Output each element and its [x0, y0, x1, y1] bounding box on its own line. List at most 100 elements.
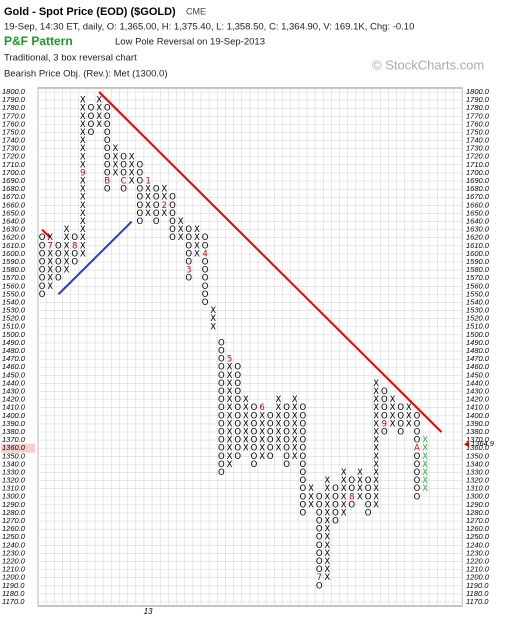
box: X: [308, 492, 314, 502]
box: O: [397, 428, 404, 438]
box: O: [202, 233, 209, 243]
box: O: [316, 549, 323, 559]
box: X: [80, 160, 86, 170]
box: O: [234, 419, 241, 429]
box: O: [120, 160, 127, 170]
y-tick-label-right: 1630.0: [466, 225, 490, 234]
box: O: [55, 266, 62, 276]
box: O: [332, 500, 339, 510]
y-tick-label-right: 1360.0: [466, 443, 490, 452]
box: O: [234, 363, 241, 373]
box: O: [414, 428, 421, 438]
y-tick-label: 1780.0: [2, 103, 26, 112]
box: O: [381, 395, 388, 405]
y-tick-label-right: 1790.0: [466, 95, 490, 104]
box: O: [414, 411, 421, 421]
box: O: [300, 508, 307, 518]
highlight-tick-bg: [1, 443, 35, 453]
y-tick-label-right: 1680.0: [466, 184, 490, 193]
y-tick-label: 1450.0: [2, 370, 26, 379]
y-tick-label: 1730.0: [2, 144, 26, 153]
box: X: [64, 225, 70, 235]
box: O: [153, 185, 160, 195]
box: X: [129, 177, 135, 187]
box: O: [39, 290, 46, 300]
box: O: [202, 290, 209, 300]
y-tick-label: 1510.0: [2, 322, 26, 331]
box: O: [88, 104, 95, 114]
y-tick-label: 1530.0: [2, 306, 26, 315]
y-tick-label: 1700.0: [2, 168, 26, 177]
box: O: [218, 452, 225, 462]
box: O: [283, 419, 290, 429]
y-tick-label: 1630.0: [2, 225, 26, 234]
box: X: [341, 508, 347, 518]
last-price-label: 1364.9: [471, 439, 495, 448]
box: O: [234, 452, 241, 462]
y-tick-label-right: 1220.0: [466, 557, 490, 566]
y-tick-label: 1190.0: [2, 581, 25, 590]
box: O: [39, 274, 46, 284]
box: O: [71, 233, 78, 243]
y-tick-label-right: 1750.0: [466, 127, 490, 136]
y-tick-label-right: 1800.0: [466, 87, 490, 96]
y-tick-label: 1800.0: [2, 87, 26, 96]
box: X: [210, 306, 216, 316]
box: X: [373, 500, 379, 510]
box: O: [267, 419, 274, 429]
box: X: [227, 387, 233, 397]
box: O: [202, 266, 209, 276]
box: O: [218, 428, 225, 438]
y-tick-label: 1400.0: [2, 411, 26, 420]
box: O: [202, 274, 209, 284]
y-tick-label: 1680.0: [2, 184, 26, 193]
y-tick-label: 1470.0: [2, 354, 26, 363]
y-tick-label: 1670.0: [2, 192, 26, 201]
box: O: [120, 152, 127, 162]
box: X: [47, 233, 53, 243]
box: O: [137, 185, 144, 195]
y-tick-label: 1370.0: [2, 435, 26, 444]
box: O: [251, 452, 258, 462]
y-tick-label-right: 1430.0: [466, 387, 490, 396]
box: X: [80, 233, 86, 243]
box: O: [365, 492, 372, 502]
box: O: [251, 411, 258, 421]
box: X: [406, 403, 412, 413]
box: O: [137, 177, 144, 187]
month-mark: 4: [202, 249, 207, 259]
trendline: [41, 228, 51, 239]
box: O: [169, 225, 176, 235]
box: O: [137, 168, 144, 178]
box: X: [96, 104, 102, 114]
box: X: [357, 476, 363, 486]
box: X: [308, 500, 314, 510]
box: O: [300, 444, 307, 454]
box: O: [218, 363, 225, 373]
box: X: [373, 444, 379, 454]
box: O: [348, 500, 355, 510]
y-tick-label-right: 1510.0: [466, 322, 490, 331]
y-tick-label-right: 1760.0: [466, 119, 490, 128]
box: X: [259, 411, 265, 421]
pnf-column: XXX: [406, 403, 412, 429]
box: O: [71, 249, 78, 259]
y-tick-label-right: 1740.0: [466, 136, 490, 145]
box: O: [251, 444, 258, 454]
box: O: [185, 249, 192, 259]
y-tick-label-right: 1560.0: [466, 281, 490, 290]
box: O: [251, 460, 258, 470]
box: X: [243, 428, 249, 438]
box: X: [243, 403, 249, 413]
box: X: [64, 249, 70, 259]
